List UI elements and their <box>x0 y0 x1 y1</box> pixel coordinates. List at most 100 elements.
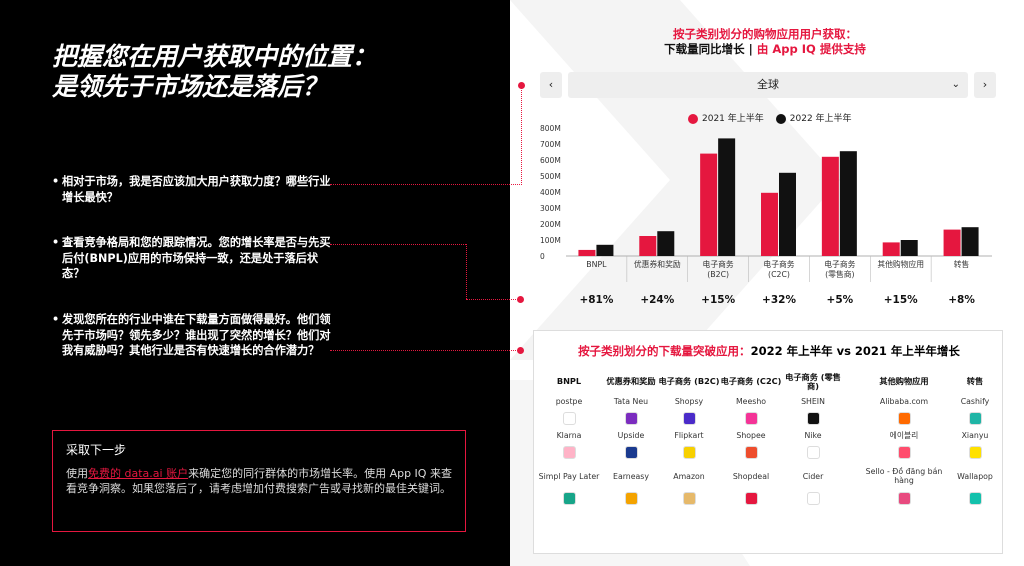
app-logo-icon[interactable] <box>562 412 576 425</box>
app-logo-icon[interactable] <box>897 446 911 459</box>
breakout-app-name: Meesho <box>735 397 767 406</box>
connector-pin-2 <box>517 296 524 303</box>
breakout-column: 电子商务 (C2C) Meesho Shopee Shopdeal <box>720 368 782 510</box>
breakout-column: 其他购物应用 Alibaba.com 에이블리 Sello - Đồ đăng bán… <box>864 368 944 510</box>
y-tick-label: 500M <box>540 172 561 181</box>
x-tick-label: (C2C) <box>768 270 790 279</box>
breakout-title-black: 2022 年上半年 vs 2021 年上半年增长 <box>750 344 960 358</box>
app-logo-icon[interactable] <box>682 446 696 459</box>
bar-2022 <box>839 151 857 256</box>
region-dropdown-value: 全球 <box>757 78 779 91</box>
app-logo-icon[interactable] <box>682 492 696 505</box>
app-logo-icon[interactable] <box>806 492 820 505</box>
bar-2022 <box>718 138 736 256</box>
app-logo-icon[interactable] <box>562 492 576 505</box>
left-panel: 把握您在用户获取中的位置： 是领先于市场还是落后？ • 相对于市场，我是否应该加… <box>0 0 510 566</box>
bullet-dot-icon: • <box>52 175 60 188</box>
breakout-app-name: Shopsy <box>674 397 704 406</box>
y-tick-label: 100M <box>540 236 561 245</box>
x-tick-label: 电子商务 <box>763 259 794 269</box>
breakout-app-name: Amazon <box>673 471 705 481</box>
breakout-app-name: postpe <box>555 397 583 406</box>
connector-line-2 <box>330 244 466 245</box>
breakout-column-head: 转售 <box>966 376 984 387</box>
region-dropdown[interactable]: 全球 ⌄ <box>568 72 968 98</box>
app-logo-icon[interactable] <box>744 446 758 459</box>
bullet-1-text: 相对于市场，我是否应该加大用户获取力度？哪些行业增长最快？ <box>62 175 331 204</box>
bar-2022 <box>657 231 675 256</box>
breakout-app-name: Xianyu <box>961 431 989 440</box>
breakout-app-name: Shopdeal <box>732 471 770 481</box>
bullet-2-text: 查看竞争格局和您的跟踪情况。您的增长率是否与先买后付(BNPL)应用的市场保持一… <box>62 236 331 280</box>
chart-heading: 按子类别划分的购物应用用户获取： 下载量同比增长 | 由 App IQ 提供支持 <box>600 27 930 57</box>
title-line-2: 是领先于市场还是落后？ <box>52 72 328 101</box>
legend-label-2021: 2021 年上半年 <box>702 114 764 124</box>
next-step-body-post: 来确定您的同行群体的市场增长率。使用 App IQ 来查看竞争洞察。如果您落后了… <box>66 467 452 495</box>
bar-2021 <box>700 153 718 256</box>
breakout-app-name: SHEIN <box>801 397 825 406</box>
y-tick-label: 700M <box>540 140 561 149</box>
region-selector: ‹ 全球 ⌄ › <box>540 72 996 98</box>
connector-pin-3 <box>517 347 524 354</box>
breakout-column-head: BNPL <box>556 376 582 387</box>
chevron-down-icon: ⌄ <box>951 79 960 90</box>
breakout-app-name: Alibaba.com <box>879 397 929 406</box>
next-step-box: 采取下一步 使用免费的 data.ai 账户来确定您的同行群体的市场增长率。使用… <box>52 430 466 532</box>
app-logo-icon[interactable] <box>562 446 576 459</box>
app-logo-icon[interactable] <box>968 446 982 459</box>
breakout-column: 优惠券和奖励 Tata Neu Upside Earneasy <box>600 368 662 510</box>
chart-heading-line-1: 按子类别划分的购物应用用户获取： <box>673 27 857 41</box>
x-tick-label: 电子商务 <box>824 259 855 269</box>
bullet-2: • 查看竞争格局和您的跟踪情况。您的增长率是否与先买后付(BNPL)应用的市场保… <box>52 235 332 282</box>
y-tick-label: 800M <box>540 124 561 133</box>
app-logo-icon[interactable] <box>744 492 758 505</box>
app-logo-icon[interactable] <box>968 412 982 425</box>
app-logo-icon[interactable] <box>897 412 911 425</box>
breakout-column-head: 电子商务 (B2C) <box>658 376 720 387</box>
app-logo-icon[interactable] <box>744 412 758 425</box>
y-tick-label: 0 <box>540 252 545 261</box>
chevron-left-icon: ‹ <box>548 78 554 91</box>
connector-line-1-vertical <box>521 86 522 185</box>
bar-2021 <box>578 249 596 256</box>
breakout-app-name: Simpl Pay Later <box>538 471 600 481</box>
app-logo-icon[interactable] <box>806 446 820 459</box>
bar-2021 <box>882 242 900 256</box>
breakout-column: 电子商务 (B2C) Shopsy Flipkart Amazon <box>658 368 720 510</box>
page-title: 把握您在用户获取中的位置： 是领先于市场还是落后？ <box>52 42 452 102</box>
growth-value: +15% <box>883 294 918 306</box>
breakout-title: 按子类别划分的下载量突破应用：2022 年上半年 vs 2021 年上半年增长 <box>534 343 1004 359</box>
app-logo-icon[interactable] <box>624 492 638 505</box>
next-step-body: 使用免费的 data.ai 账户来确定您的同行群体的市场增长率。使用 App I… <box>66 466 452 496</box>
connector-pin-1 <box>518 82 525 89</box>
growth-value: +15% <box>701 294 736 306</box>
legend-item-2022: 2022 年上半年 <box>775 111 852 124</box>
breakout-app-name: Shopee <box>736 431 766 440</box>
bullet-3: • 发现您所在的行业中谁在下载量方面做得最好。他们领先于市场吗？领先多少？谁出现… <box>52 312 332 359</box>
app-logo-icon[interactable] <box>806 412 820 425</box>
bar-2022 <box>596 244 614 256</box>
breakout-apps-panel: 按子类别划分的下载量突破应用：2022 年上半年 vs 2021 年上半年增长 … <box>533 330 1003 554</box>
breakout-column: 转售 Cashify Xianyu Wallapop <box>944 368 1006 510</box>
bullet-dot-icon: • <box>52 236 60 249</box>
next-region-button[interactable]: › <box>974 72 996 98</box>
connector-line-1 <box>330 184 522 185</box>
bar-2022 <box>779 172 796 256</box>
bullet-dot-icon: • <box>52 313 60 326</box>
prev-region-button[interactable]: ‹ <box>540 72 562 98</box>
breakout-app-name: Upside <box>617 431 645 440</box>
app-logo-icon[interactable] <box>968 492 982 505</box>
app-logo-icon[interactable] <box>682 412 696 425</box>
app-logo-icon[interactable] <box>624 412 638 425</box>
chart-heading-powered-by: 由 App IQ 提供支持 <box>756 42 866 56</box>
breakout-app-name: Nike <box>804 431 822 440</box>
breakout-app-name: Cashify <box>960 397 990 406</box>
free-account-link[interactable]: 免费的 data.ai 账户 <box>88 467 189 480</box>
breakout-app-name: Sello - Đồ đăng bán hàng <box>865 467 943 485</box>
x-tick-label: (B2C) <box>707 270 729 279</box>
app-logo-icon[interactable] <box>897 492 911 505</box>
app-logo-icon[interactable] <box>624 446 638 459</box>
chart-heading-line-2: 下载量同比增长 | <box>664 42 757 56</box>
connector-line-2-vertical <box>466 244 467 299</box>
growth-value: +32% <box>762 294 796 306</box>
